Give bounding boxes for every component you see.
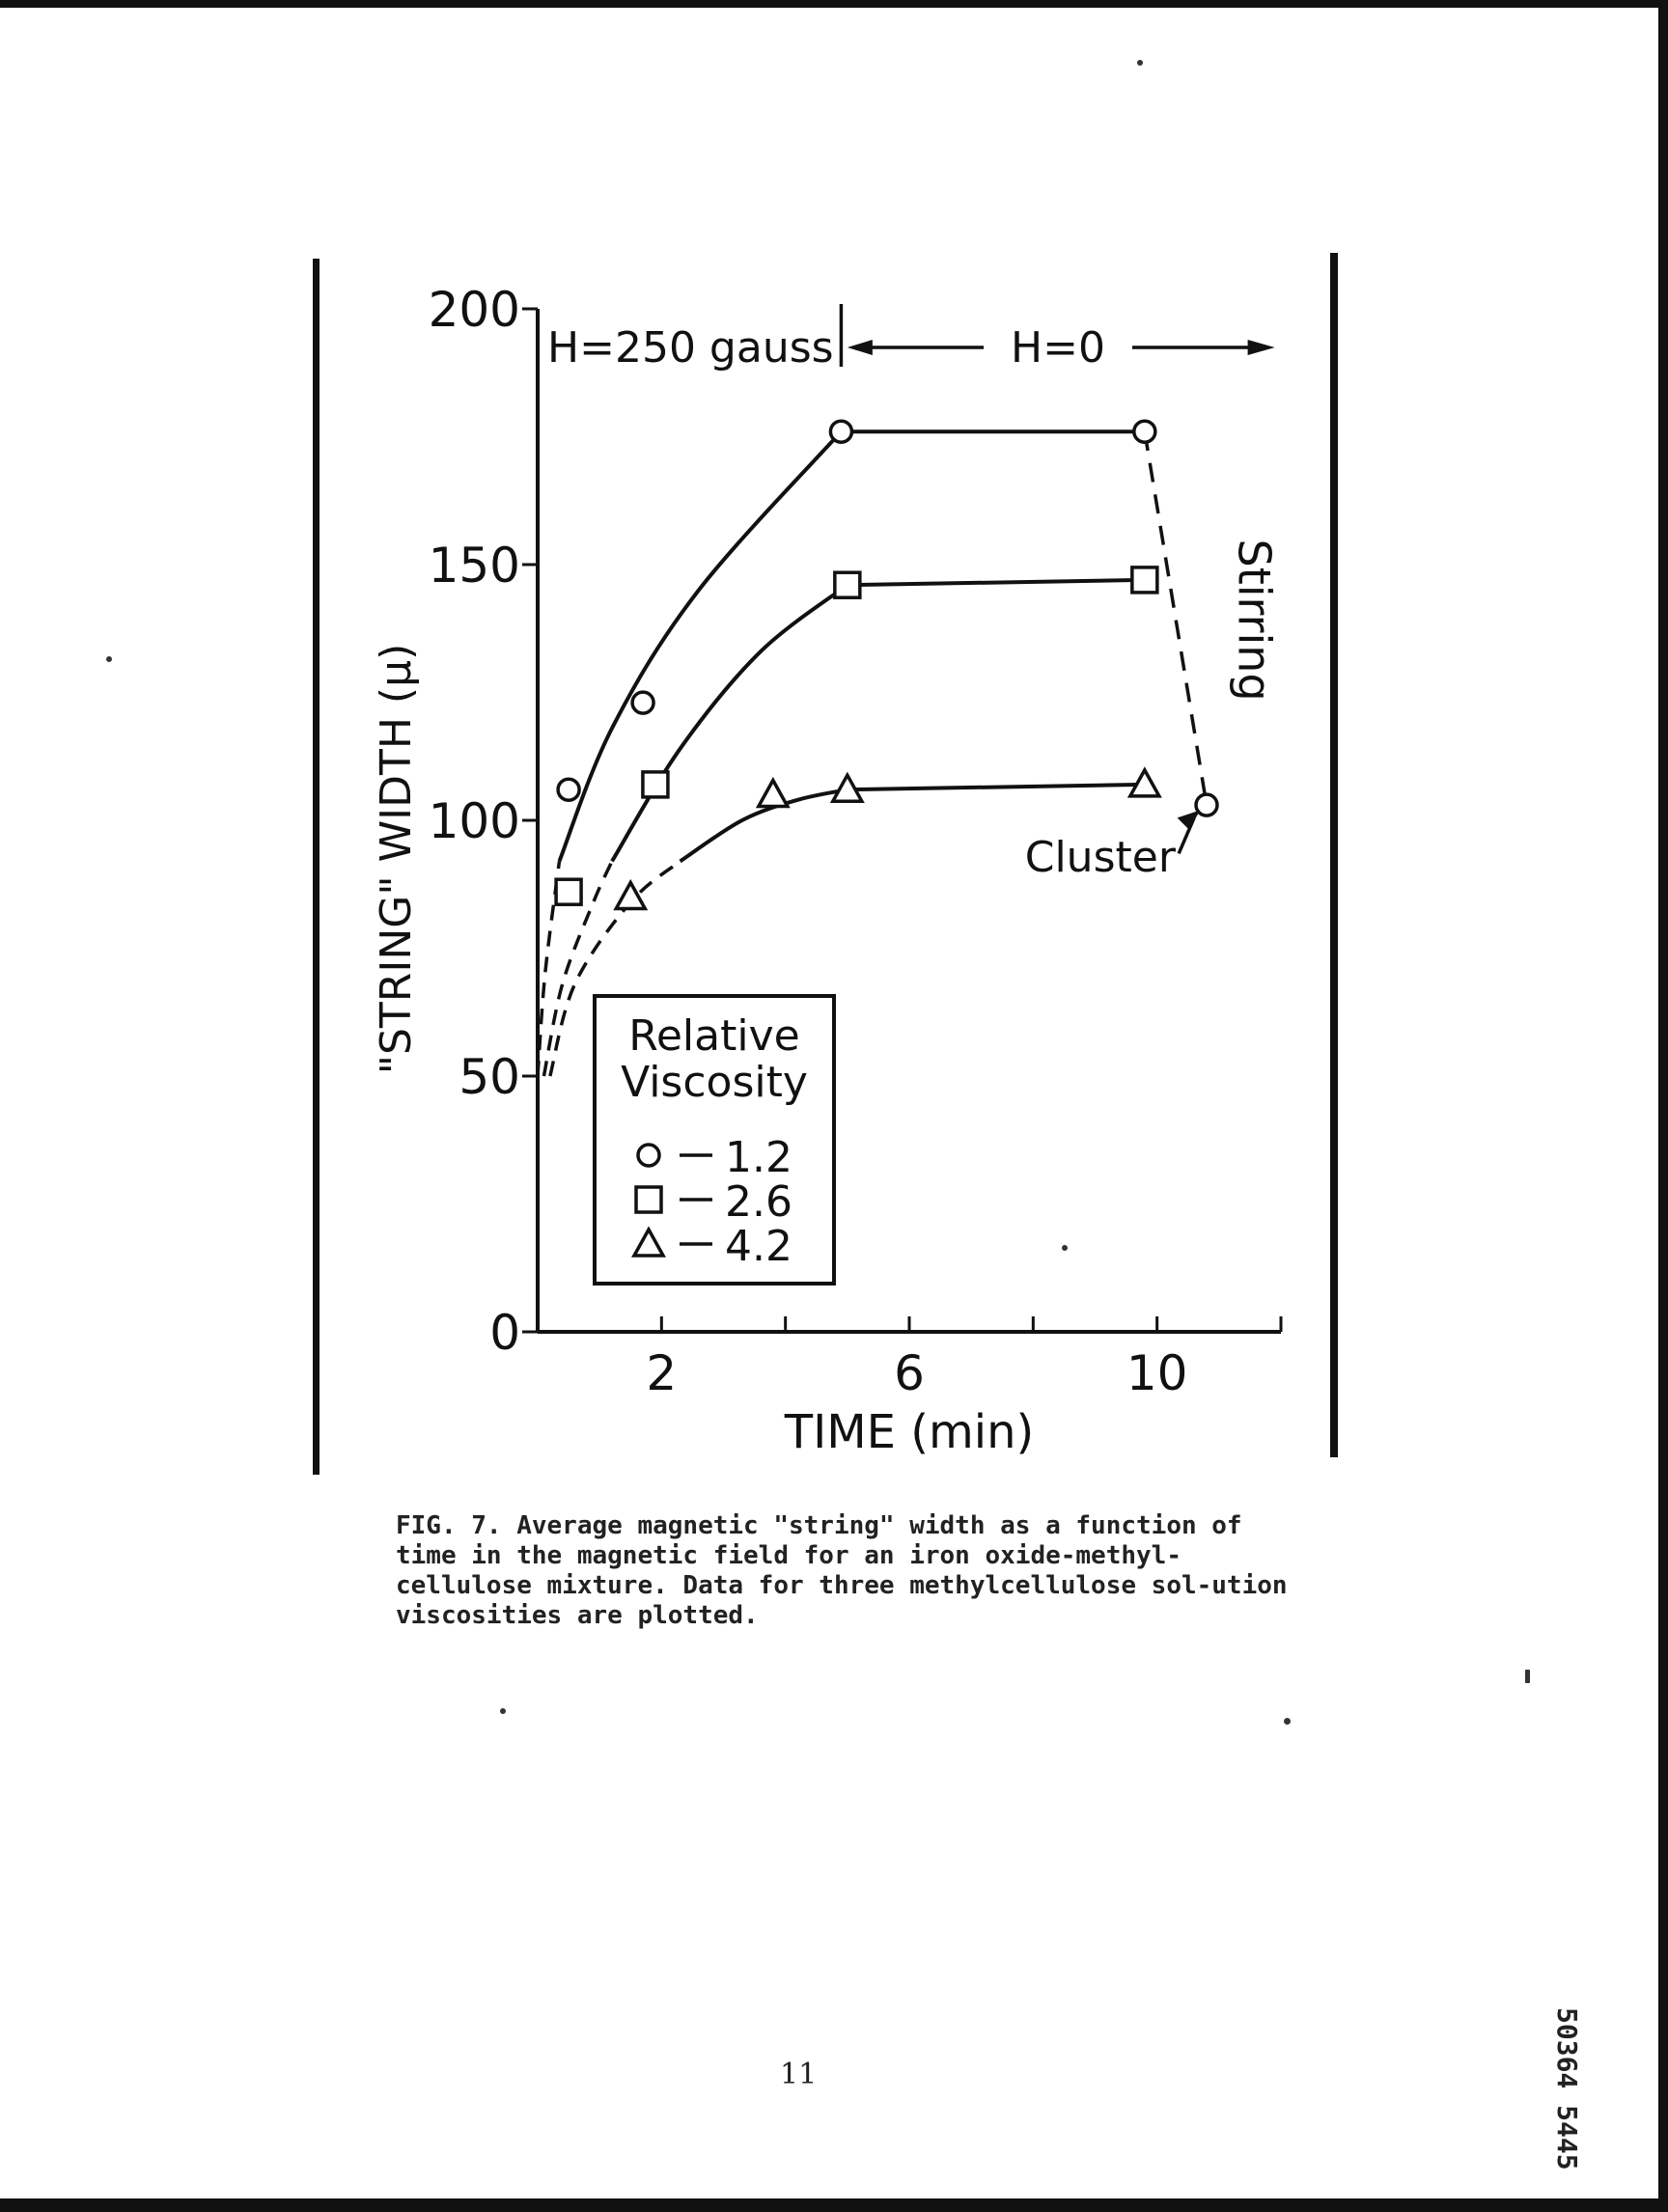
scan-speck xyxy=(500,1708,506,1714)
legend-marker-circle xyxy=(636,1143,661,1168)
x-tick-label: 6 xyxy=(894,1345,925,1401)
axes: 0 50 100 150 200 2 6 10 TIME (min) "STRING" WIDTH… xyxy=(372,282,1283,1459)
figure-right-bracket xyxy=(1330,253,1338,1457)
scan-speck xyxy=(1525,1670,1530,1683)
field-off-label: H=0 xyxy=(1011,323,1105,373)
legend-label: 4.2 xyxy=(725,1222,792,1271)
series-lines xyxy=(536,429,1209,1077)
series-3-curve xyxy=(679,788,848,864)
arrow-head-left xyxy=(847,340,873,355)
data-point-triangle xyxy=(829,771,865,803)
legend-label: 2.6 xyxy=(725,1177,792,1227)
series-3-plateau xyxy=(847,782,1145,792)
data-point-square xyxy=(833,570,862,599)
x-tick-label: 2 xyxy=(646,1345,677,1401)
data-point-circle xyxy=(1132,419,1157,444)
series-1-curve xyxy=(557,429,843,863)
series-3-dashed-start xyxy=(548,860,681,1077)
cluster-arrow-head xyxy=(1177,810,1201,830)
data-point-square xyxy=(1130,566,1159,594)
annotations: H=250 gauss H=0 Stirring Cluster xyxy=(547,304,1281,882)
legend-marker-square xyxy=(634,1185,663,1214)
chart: 0 50 100 150 200 2 6 10 TIME (min) "STRING" WIDTH… xyxy=(372,282,1283,1459)
data-point-circle xyxy=(828,419,854,444)
legend-box xyxy=(593,994,836,1286)
x-axis-label: TIME (min) xyxy=(784,1405,1034,1459)
figure-left-bracket xyxy=(313,259,320,1475)
series-2-plateau xyxy=(847,577,1145,588)
data-point-circle xyxy=(630,690,655,715)
legend-title-line: Viscosity xyxy=(621,1058,808,1107)
y-tick-label: 50 xyxy=(459,1049,520,1105)
series-1-stirring-drop xyxy=(1143,430,1209,806)
arrow-head-right xyxy=(1247,340,1275,355)
field-on-label: H=250 gauss xyxy=(547,323,834,373)
data-point-triangle xyxy=(755,776,791,809)
data-point-triangle xyxy=(1126,766,1162,798)
y-tick-label: 100 xyxy=(429,793,520,849)
series-2-dashed-start xyxy=(542,860,614,1077)
legend-label: 1.2 xyxy=(725,1133,792,1182)
series-2-curve xyxy=(610,583,849,863)
page-number: 11 xyxy=(780,2058,818,2091)
data-point-circle xyxy=(556,777,581,802)
page-right-border xyxy=(1658,0,1668,2212)
cluster-label: Cluster xyxy=(1025,833,1177,882)
scan-speck xyxy=(1284,1718,1291,1725)
figure-caption: FIG. 7. Average magnetic "string" width … xyxy=(396,1511,1288,1630)
side-code: 50364 5445 xyxy=(1551,2007,1583,2171)
scan-speck xyxy=(106,656,112,662)
data-point-square xyxy=(641,770,670,799)
stirring-label: Stirring xyxy=(1229,539,1281,702)
y-tick-label: 200 xyxy=(429,282,520,338)
scan-speck xyxy=(1062,1245,1068,1251)
data-point-triangle xyxy=(613,878,649,911)
scan-speck xyxy=(1137,60,1143,66)
page-top-border xyxy=(0,0,1668,8)
data-markers xyxy=(554,419,1219,911)
x-tick-label: 10 xyxy=(1126,1345,1188,1401)
data-point-square xyxy=(554,877,583,906)
y-axis-label: "STRING" WIDTH (μ) xyxy=(372,644,421,1074)
y-tick-label: 150 xyxy=(429,538,520,594)
legend-marker-triangle xyxy=(631,1226,666,1258)
data-point-circle xyxy=(1194,792,1219,817)
y-tick-label: 0 xyxy=(489,1305,520,1361)
legend-title-line: Relative xyxy=(628,1011,799,1061)
page-bottom-border xyxy=(0,2198,1668,2212)
